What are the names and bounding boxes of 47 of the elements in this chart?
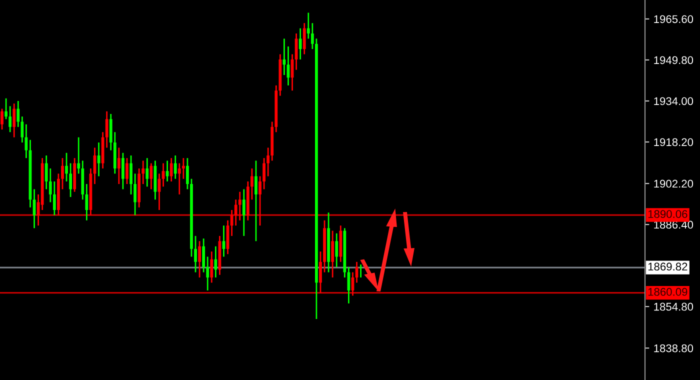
candlestick: [0, 108, 4, 130]
y-tick-label: 1934.00: [654, 97, 694, 106]
candlestick: [210, 250, 214, 284]
candlestick: [254, 160, 258, 242]
candlestick: [298, 28, 302, 60]
y-tick-label: 1965.60: [654, 15, 694, 24]
candlestick: [105, 110, 108, 148]
y-tick-label: 1854.80: [654, 302, 694, 311]
candlestick: [331, 230, 334, 278]
candlestick: [52, 180, 56, 216]
y-tick-label: 1949.80: [654, 56, 694, 64]
candlestick: [65, 152, 68, 182]
ref-line-label: 1890.06: [648, 210, 688, 218]
candlestick: [302, 22, 306, 55]
candlestick: [134, 172, 136, 216]
candlestick: [335, 232, 338, 268]
y-tick-label: 1918.20: [654, 138, 694, 146]
candlestick: [122, 152, 124, 190]
candlestick: [182, 157, 185, 180]
candlestick: [146, 157, 149, 188]
ref-line-label: 1869.82: [648, 262, 688, 271]
candlestick: [250, 168, 254, 200]
candlestick: [359, 264, 362, 278]
candlestick: [61, 157, 64, 190]
candlestick: [8, 105, 12, 133]
candlestick: [130, 154, 132, 196]
candlestick: [170, 157, 173, 182]
candlestick: [186, 157, 189, 190]
ref-line-label: 1860.09: [648, 288, 688, 296]
candlestick: [242, 188, 246, 237]
candlestick: [258, 176, 262, 226]
candlestick: [69, 162, 72, 198]
candlestick: [4, 98, 8, 120]
candlestick: [194, 235, 197, 273]
candlestick: [319, 250, 322, 294]
candlestick: [117, 146, 120, 185]
candlestick: [12, 102, 16, 138]
candlestick: [262, 157, 266, 190]
y-tick-label: 1838.80: [654, 344, 694, 352]
candlestick: [198, 240, 201, 278]
y-tick-label: 1902.20: [654, 180, 694, 188]
candlestick: [214, 246, 218, 278]
candlestick: [174, 154, 177, 180]
candlestick: [238, 191, 242, 222]
candlestick: [150, 162, 153, 190]
candlestick: [310, 22, 314, 50]
candlestick: [126, 157, 128, 185]
